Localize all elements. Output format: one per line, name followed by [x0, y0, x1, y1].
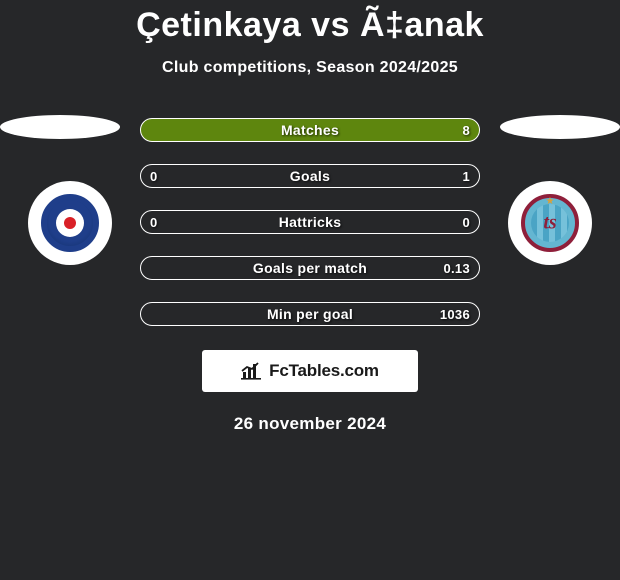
badge-dot: [64, 217, 76, 229]
stat-row: Matches 8: [140, 118, 480, 142]
stat-value-left: 0: [150, 169, 158, 184]
stat-label: Matches: [281, 122, 339, 138]
comparison-panel: ★ ts Matches 8 0 Goals 1 0 Hattricks 0 Goals per…: [0, 115, 620, 434]
badge-star-icon: ★: [546, 196, 555, 207]
player-ellipse-right: [500, 115, 620, 139]
stat-row: Min per goal 1036: [140, 302, 480, 326]
bar-chart-icon: [241, 362, 263, 380]
stat-label: Goals: [290, 168, 330, 184]
brand-text: FcTables.com: [269, 361, 379, 381]
badge-initials: ts: [543, 212, 556, 235]
stat-label: Min per goal: [267, 306, 353, 322]
date-text: 26 november 2024: [0, 414, 620, 434]
stat-value-right: 0.13: [443, 261, 470, 276]
page-title: Çetinkaya vs Ã‡anak: [0, 0, 620, 45]
stat-row: 0 Goals 1: [140, 164, 480, 188]
club-badge-right: ★ ts: [508, 181, 592, 265]
trabzonspor-badge: ★ ts: [521, 194, 579, 252]
club-badge-left: [28, 181, 112, 265]
stat-row: 0 Hattricks 0: [140, 210, 480, 234]
stat-label: Goals per match: [253, 260, 367, 276]
kasimpasa-badge: [41, 194, 99, 252]
player-ellipse-left: [0, 115, 120, 139]
stat-value-right: 1: [462, 169, 470, 184]
stat-value-right: 8: [462, 123, 470, 138]
stat-label: Hattricks: [279, 214, 342, 230]
stat-value-left: 0: [150, 215, 158, 230]
stat-value-right: 0: [462, 215, 470, 230]
page-subtitle: Club competitions, Season 2024/2025: [0, 59, 620, 77]
stat-value-right: 1036: [440, 307, 470, 322]
stat-row: Goals per match 0.13: [140, 256, 480, 280]
badge-center: [56, 209, 84, 237]
brand-box: FcTables.com: [202, 350, 418, 392]
